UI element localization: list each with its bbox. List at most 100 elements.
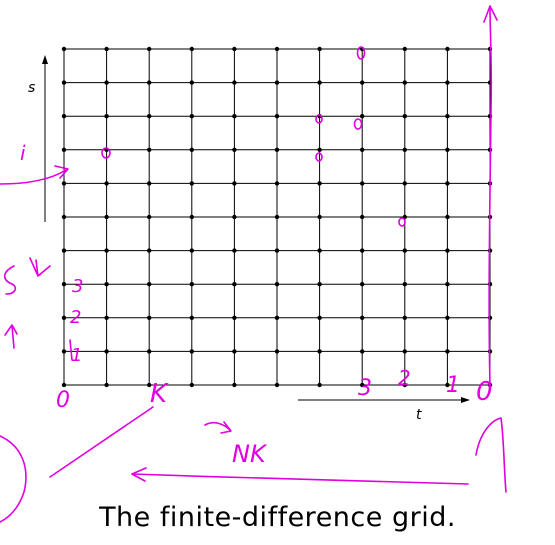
- grid-node: [61, 382, 67, 388]
- grid-node: [189, 315, 194, 320]
- grid-node: [61, 181, 67, 186]
- bottom-left-arrowhead: [131, 467, 147, 482]
- grid-node: [147, 46, 152, 52]
- origin-label: 0: [56, 388, 70, 413]
- grid-node: [402, 46, 407, 52]
- grid-node: [317, 46, 322, 52]
- grid-node: [61, 80, 67, 85]
- grid-node: [104, 46, 109, 52]
- left-incoming-arrowhead: [54, 165, 69, 179]
- bottom-left-arrow: [131, 473, 469, 485]
- grid-node: [402, 181, 407, 186]
- grid-node: [445, 282, 450, 287]
- marked-node: [315, 114, 323, 124]
- grid-node: [104, 248, 109, 253]
- grid-node: [445, 147, 450, 152]
- grid-node: [445, 382, 450, 388]
- grid-node: [360, 349, 365, 354]
- grid-node: [189, 349, 194, 354]
- grid-node: [317, 80, 322, 85]
- grid-node: [232, 214, 237, 220]
- grid-node: [445, 80, 450, 85]
- grid-node: [61, 282, 67, 287]
- grid-node: [317, 282, 322, 287]
- grid-node: [61, 214, 67, 220]
- grid-node: [232, 248, 237, 253]
- marked-node: [398, 217, 406, 227]
- k-label: K: [150, 379, 169, 409]
- t-axis-label: t: [416, 407, 422, 423]
- grid-node: [147, 214, 152, 220]
- grid-node: [402, 114, 407, 119]
- grid-node: [402, 382, 407, 388]
- grid-node: [104, 282, 109, 287]
- grid-node: [274, 147, 280, 152]
- grid-node: [360, 282, 365, 287]
- grid-node: [274, 349, 280, 354]
- grid-node: [61, 147, 67, 152]
- grid-node: [317, 214, 322, 220]
- grid-node: [360, 181, 365, 186]
- grid-node: [274, 248, 280, 253]
- grid-node: [402, 147, 407, 152]
- grid-node: [360, 248, 365, 253]
- t-axis-arrowhead: [461, 397, 470, 403]
- grid-node: [61, 315, 67, 320]
- left-squiggle: [3, 265, 17, 295]
- grid-node: [232, 315, 237, 320]
- grid-node: [274, 382, 280, 388]
- left-curve: [0, 435, 27, 523]
- diagonal-stroke: [49, 406, 154, 478]
- grid-node: [274, 80, 280, 85]
- grid-node: [189, 147, 194, 152]
- grid-node: [147, 147, 152, 152]
- end-0-label: 0: [476, 377, 493, 407]
- grid-node: [232, 147, 237, 152]
- nk-arrow: [204, 421, 232, 434]
- grid-node: [104, 181, 109, 186]
- grid-node: [274, 46, 280, 52]
- grid-node: [147, 349, 152, 354]
- grid-node: [360, 114, 365, 119]
- nk-label: NK: [232, 440, 268, 468]
- grid-node: [317, 181, 322, 186]
- row-3-label: 3: [72, 276, 83, 297]
- s-axis-arrowhead: [42, 55, 48, 64]
- grid-node: [317, 147, 322, 152]
- col-2-label: 2: [398, 366, 411, 390]
- grid-node: [445, 114, 450, 119]
- grid-node: [445, 46, 450, 52]
- marked-node: [101, 147, 111, 159]
- grid-node: [189, 382, 194, 388]
- grid-node: [317, 349, 322, 354]
- grid-node: [232, 114, 237, 119]
- row-1-label: 1: [71, 345, 82, 366]
- grid-node: [104, 349, 109, 354]
- small-down-arrow: [29, 257, 51, 277]
- marked-node: [315, 152, 323, 162]
- grid-node: [147, 114, 152, 119]
- grid-node: [317, 382, 322, 388]
- grid-node: [402, 315, 407, 320]
- grid-node: [147, 181, 152, 186]
- grid-node: [61, 114, 67, 119]
- grid-node: [147, 382, 152, 388]
- right-edge-arrow: [488, 7, 493, 386]
- grid-node: [360, 147, 365, 152]
- small-up-arrow: [4, 324, 18, 349]
- grid-node: [445, 349, 450, 354]
- grid-node: [274, 315, 280, 320]
- grid-node: [147, 248, 152, 253]
- grid-node: [232, 382, 237, 388]
- grid-node: [147, 315, 152, 320]
- grid-node: [274, 114, 280, 119]
- s-axis: s: [28, 55, 48, 222]
- grid-node: [61, 248, 67, 253]
- col-3-label: 3: [358, 376, 372, 401]
- grid-node: [232, 181, 237, 186]
- grid-node: [189, 282, 194, 287]
- left-incoming-arrow: [0, 169, 67, 185]
- handwritten-annotations: [0, 5, 507, 523]
- bottom-right-hook: [475, 417, 507, 493]
